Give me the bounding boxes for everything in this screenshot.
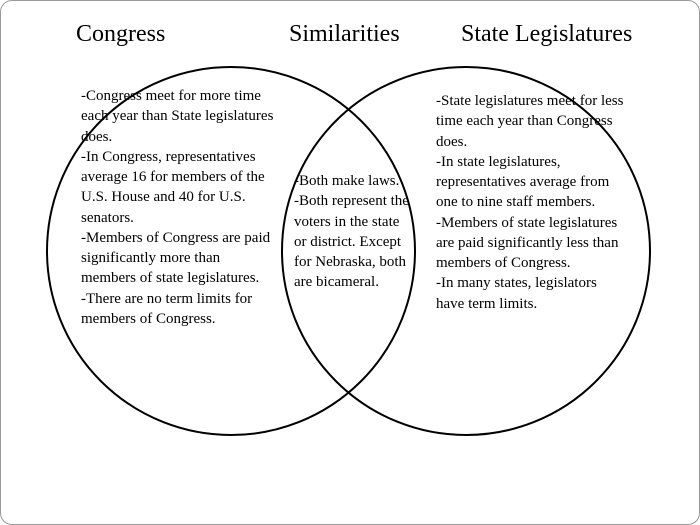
list-item: -Both make laws. — [294, 171, 409, 191]
center-content: -Both make laws. -Both represent the vot… — [294, 171, 409, 293]
list-item: -In state legislatures, representatives … — [436, 152, 626, 213]
list-item: -Members of Congress are paid significan… — [81, 228, 276, 289]
list-item: -Members of state legislatures are paid … — [436, 213, 626, 274]
list-item: -State legislatures meet for less time e… — [436, 91, 626, 152]
title-center: Similarities — [289, 21, 400, 48]
list-item: -There are no term limits for members of… — [81, 289, 276, 330]
list-item: -Both represent the voters in the state … — [294, 191, 409, 292]
list-item: -Congress meet for more time each year t… — [81, 86, 276, 147]
title-right: State Legislatures — [461, 21, 632, 48]
list-item: -In many states, legislators have term l… — [436, 273, 626, 314]
right-content: -State legislatures meet for less time e… — [436, 91, 626, 314]
title-left: Congress — [76, 21, 165, 48]
left-content: -Congress meet for more time each year t… — [81, 86, 276, 329]
list-item: -In Congress, representatives average 16… — [81, 147, 276, 228]
